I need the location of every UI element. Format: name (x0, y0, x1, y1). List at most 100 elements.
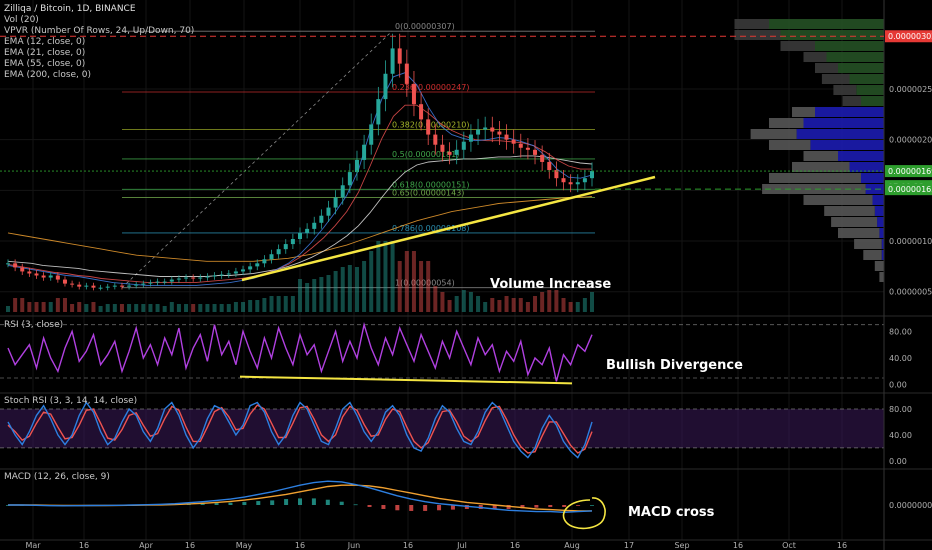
volume-bar (575, 302, 580, 312)
x-tick-label: Aug (564, 541, 580, 550)
candle-body (184, 277, 189, 279)
macd-histogram-bar (270, 500, 275, 505)
legend-ema-55[interactable]: EMA (55, close, 0) (4, 59, 86, 69)
macd-histogram-bar (325, 499, 330, 505)
rsi-tick-label: 80.00 (889, 327, 912, 336)
legend-ema-200[interactable]: EMA (200, close, 0) (4, 70, 92, 80)
volume-bar (55, 298, 60, 312)
vp-row-up (861, 173, 884, 183)
macd-histogram-bar (423, 505, 428, 511)
candle-body (226, 273, 231, 275)
macd-histogram-bar (409, 505, 414, 511)
stoch-tick-label: 80.00 (889, 405, 912, 414)
legend-ema-12[interactable]: EMA (12, close, 0) (4, 37, 86, 47)
rsi-divergence-line (239, 375, 573, 385)
volume-bar (276, 296, 281, 312)
volume-bar (347, 265, 352, 312)
volume-bar (269, 296, 274, 312)
volume-bar (397, 261, 402, 312)
stoch-rsi-title[interactable]: Stoch RSI (3, 3, 14, 14, close) (4, 396, 138, 406)
volume-bar (476, 296, 481, 312)
vp-row-down (833, 85, 857, 95)
candle-body (504, 134, 509, 140)
legend-ema-21[interactable]: EMA (21, close, 0) (4, 48, 86, 58)
candle-body (198, 277, 203, 279)
candle-body (582, 178, 587, 183)
candle-body (540, 154, 545, 162)
candle-body (34, 273, 39, 276)
candle-body (219, 274, 224, 276)
candle-body (454, 149, 459, 155)
candle-body (290, 239, 295, 245)
volume-bar (504, 296, 509, 312)
candle-body (169, 279, 174, 282)
candle-body (248, 266, 253, 270)
volume-bar (27, 302, 32, 312)
vp-row-up (780, 30, 884, 40)
candle-body (84, 285, 89, 287)
volume-bar (461, 290, 466, 312)
macd-histogram-bar (381, 505, 386, 509)
volume-bar (283, 296, 288, 312)
fib-level-label: 0.5(0.00000181) (392, 150, 459, 159)
fib-level-label: 0.618(0.00000151) (392, 180, 470, 189)
volume-bar (590, 292, 594, 312)
vp-row-down (815, 63, 838, 73)
x-tick-label: Jun (347, 541, 361, 550)
volume-bar (112, 304, 117, 312)
macd-histogram-bar (437, 505, 442, 511)
volume-bar (561, 298, 566, 312)
trend-line (241, 175, 656, 282)
x-tick-label: 16 (510, 541, 520, 550)
vp-row-down (824, 206, 875, 216)
macd-histogram-bar (200, 503, 205, 505)
grid-lines (0, 0, 884, 540)
vp-row-up (769, 19, 884, 29)
candle-body (390, 48, 395, 74)
candle-body (298, 232, 302, 240)
candle-body (533, 149, 538, 155)
volume-bar (134, 304, 139, 312)
annotation-divergence: Bullish Divergence (606, 358, 743, 373)
candle-body (554, 170, 559, 179)
candle-body (155, 281, 160, 283)
vp-row-up (872, 195, 884, 205)
stoch-d-line (7, 404, 593, 454)
rsi-title[interactable]: RSI (3, close) (4, 320, 64, 330)
volume-bar (241, 302, 246, 312)
symbol-title[interactable]: Zilliqa / Bitcoin, 1D, BINANCE (4, 4, 136, 14)
macd-histogram-bar (298, 498, 302, 505)
candle-body (305, 228, 310, 233)
macd-histogram-bar (367, 505, 372, 507)
macd-title[interactable]: MACD (12, 26, close, 9) (4, 472, 110, 482)
macd-line (8, 480, 593, 514)
legend-vpvr[interactable]: VPVR (Number Of Rows, 24, Up/Down, 70) (4, 26, 195, 36)
macd-histogram-bar (520, 505, 525, 509)
candle-body (91, 285, 96, 288)
candle-body (397, 48, 402, 64)
volume-bar (354, 267, 359, 312)
vp-row-down (734, 19, 769, 29)
candle-body (547, 161, 552, 171)
vp-row-up (815, 107, 884, 117)
volume-bar (262, 298, 267, 312)
x-tick-label: 16 (79, 541, 89, 550)
candle-body (326, 207, 331, 216)
legend-vol[interactable]: Vol (20) (4, 15, 39, 25)
candle-body (119, 285, 124, 287)
candle-body (419, 104, 424, 120)
candle-body (141, 283, 146, 285)
vp-row-down (750, 129, 797, 139)
candle-body (13, 263, 18, 268)
volume-bar (198, 304, 203, 312)
candle-body (283, 244, 288, 250)
candle-body (433, 134, 438, 145)
chart-legend: Zilliqa / Bitcoin, 1D, BINANCE Vol (20) … (4, 4, 194, 81)
annotation-macd: MACD cross (628, 505, 715, 520)
volume-bar (77, 302, 82, 312)
candle-body (255, 263, 260, 267)
volume-bar (426, 261, 431, 312)
